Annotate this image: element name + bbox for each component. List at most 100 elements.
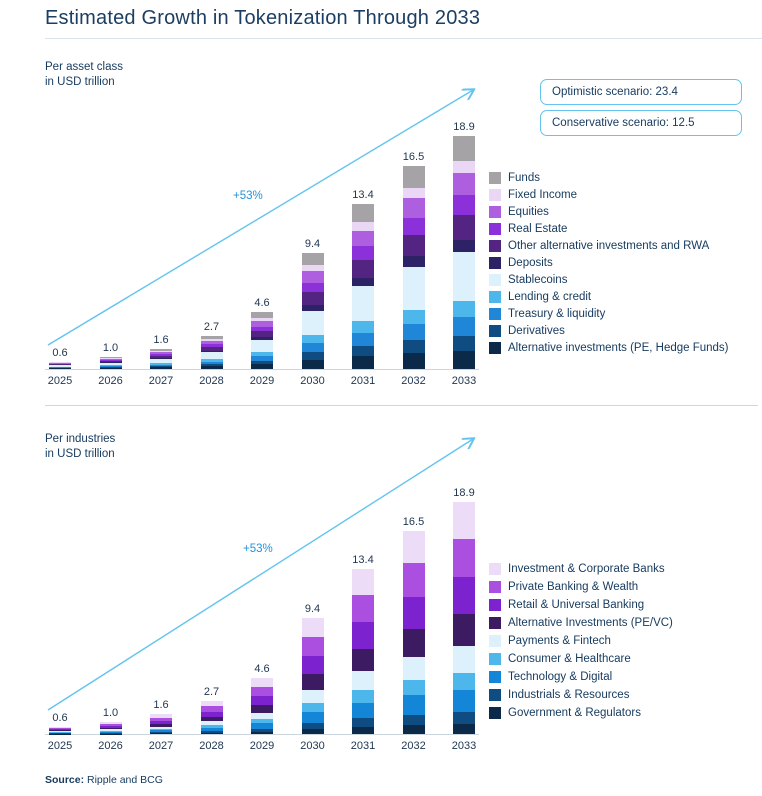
bar-segment xyxy=(150,363,172,365)
bar-column: 1.0 xyxy=(96,477,126,734)
bar-segment xyxy=(301,359,324,369)
bar-segment xyxy=(200,366,223,369)
bar-segment xyxy=(251,352,273,357)
bar-segment xyxy=(200,361,223,365)
chart-subtitle-line1: Per industries xyxy=(45,433,116,445)
bar-segment xyxy=(150,730,172,733)
plot-area: +53% 0.6 1.0 1.6 2.7 4.6 9.4 13.4 16.5 18.9 2025… xyxy=(45,477,479,757)
source-note: Source: Ripple and BCG xyxy=(45,774,163,786)
stacked-bar xyxy=(453,501,475,734)
stacked-bar xyxy=(251,677,273,734)
stacked-bar xyxy=(200,335,223,369)
bar-segment xyxy=(352,321,374,333)
bar-total-label: 1.6 xyxy=(153,334,169,347)
legend-swatch xyxy=(489,240,501,252)
bar-segment xyxy=(200,732,223,734)
bar-segment xyxy=(200,339,223,342)
x-axis-label: 2025 xyxy=(47,740,73,752)
bar-segment xyxy=(352,230,374,247)
bar-segment xyxy=(200,359,223,362)
bar-segment xyxy=(200,700,223,707)
bar-column: 0.6 xyxy=(45,477,75,734)
bar-segment xyxy=(251,318,273,322)
stacked-bar xyxy=(453,136,475,369)
bar-segment xyxy=(301,689,324,704)
bar-segment xyxy=(352,246,374,261)
bar-segment xyxy=(352,286,374,322)
bar-segment xyxy=(251,331,273,338)
bar-total-label: 0.6 xyxy=(52,711,68,724)
bar-segment xyxy=(99,727,122,730)
bar-total-label: 9.4 xyxy=(304,603,321,616)
bars-group: 0.6 1.0 1.6 2.7 4.6 9.4 13.4 16.5 18.9 xyxy=(45,112,479,370)
legend-swatch xyxy=(489,635,501,647)
bar-segment xyxy=(200,344,223,348)
stacked-bar xyxy=(150,714,172,734)
bar-segment xyxy=(200,350,223,353)
bar-column: 4.6 xyxy=(247,477,277,734)
bar-segment xyxy=(251,704,273,713)
bar-segment xyxy=(453,645,475,673)
bar-segment xyxy=(352,221,374,231)
bar-column: 9.4 xyxy=(298,112,328,369)
bar-segment xyxy=(99,723,122,726)
bar-segment xyxy=(402,628,425,657)
legend-label: Technology & Digital xyxy=(508,671,613,683)
legend-item: Fixed Income xyxy=(489,189,761,201)
bar-segment xyxy=(301,711,324,723)
bar-segment xyxy=(352,727,374,734)
bar-segment xyxy=(301,343,324,353)
stacked-bar xyxy=(251,312,273,369)
bar-segment xyxy=(150,349,172,352)
bar-segment xyxy=(402,695,425,715)
legend-item: Government & Regulators xyxy=(489,707,761,719)
section-divider xyxy=(45,405,758,406)
bar-segment xyxy=(402,563,425,597)
bar-segment xyxy=(150,359,172,364)
stacked-bar xyxy=(402,166,425,369)
bar-segment xyxy=(251,356,273,361)
legend: Funds Fixed Income Equities Real Estate Othe… xyxy=(489,172,761,359)
bar-total-label: 4.6 xyxy=(254,297,270,310)
bar-segment xyxy=(49,726,71,728)
legend-swatch xyxy=(489,707,501,719)
bar-column: 16.5 xyxy=(399,477,429,734)
bar-segment xyxy=(352,345,374,356)
bar-segment xyxy=(200,721,223,726)
x-axis-labels: 2025 2026 2027 2028 2029 2030 2031 2032 2033 xyxy=(45,375,479,387)
bar-total-label: 9.4 xyxy=(304,238,321,251)
bar-segment xyxy=(49,365,71,367)
bar-segment xyxy=(200,716,223,722)
bar-segment xyxy=(150,366,172,368)
bar-segment xyxy=(402,166,425,188)
legend-item: Industrials & Resources xyxy=(489,689,761,701)
plot-area: +53% 0.6 1.0 1.6 2.7 4.6 9.4 13.4 16.5 18.9 2025… xyxy=(45,112,479,392)
bar-segment xyxy=(49,732,71,734)
bar-total-label: 1.0 xyxy=(102,706,119,719)
legend-label: Industrials & Resources xyxy=(508,689,630,701)
bar-segment xyxy=(301,352,324,360)
bar-segment xyxy=(150,728,172,731)
stacked-bar xyxy=(150,349,172,369)
bar-column: 4.6 xyxy=(247,112,277,369)
x-axis-label: 2033 xyxy=(451,375,477,387)
legend-swatch xyxy=(489,653,501,665)
bar-segment xyxy=(251,723,273,729)
bar-segment xyxy=(251,677,273,687)
optimistic-scenario-label: Optimistic scenario: 23.4 xyxy=(552,86,678,98)
bar-segment xyxy=(251,340,273,353)
bar-segment xyxy=(251,695,273,705)
bar-segment xyxy=(402,323,425,341)
legend-swatch xyxy=(489,617,501,629)
bar-segment xyxy=(453,215,475,240)
stacked-bar xyxy=(99,721,122,734)
bar-segment xyxy=(352,260,374,278)
bar-segment xyxy=(352,648,374,672)
legend-label: Retail & Universal Banking xyxy=(508,599,645,611)
x-axis-label: 2030 xyxy=(300,740,325,752)
bar-segment xyxy=(352,671,374,691)
bar-segment xyxy=(301,729,324,734)
source-label: Source: xyxy=(45,774,85,786)
legend: Investment & Corporate Banks Private Bank… xyxy=(489,563,761,725)
bar-segment xyxy=(150,355,172,359)
